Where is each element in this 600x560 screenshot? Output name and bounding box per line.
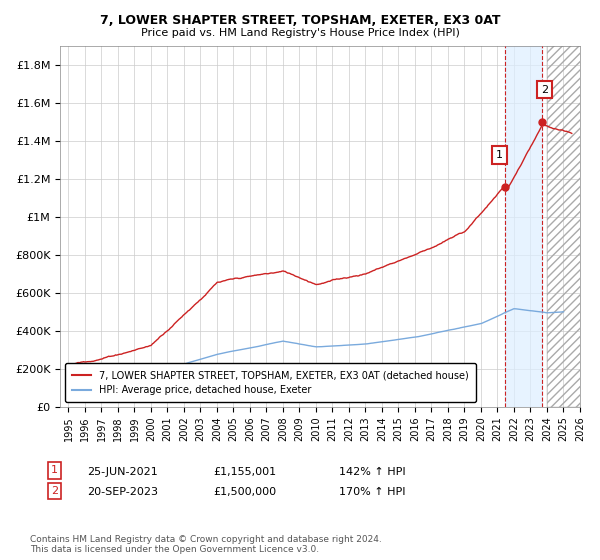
Text: 170% ↑ HPI: 170% ↑ HPI: [339, 487, 406, 497]
Text: £1,155,001: £1,155,001: [213, 466, 276, 477]
Text: 142% ↑ HPI: 142% ↑ HPI: [339, 466, 406, 477]
Text: £1,500,000: £1,500,000: [213, 487, 276, 497]
Bar: [505, 46, 542, 407]
Text: 25-JUN-2021: 25-JUN-2021: [87, 466, 158, 477]
Text: 1: 1: [496, 150, 503, 160]
Bar: [547, 46, 596, 407]
Bar: [547, 46, 596, 407]
Text: Contains HM Land Registry data © Crown copyright and database right 2024.
This d: Contains HM Land Registry data © Crown c…: [30, 535, 382, 554]
Legend: 7, LOWER SHAPTER STREET, TOPSHAM, EXETER, EX3 0AT (detached house), HPI: Average: 7, LOWER SHAPTER STREET, TOPSHAM, EXETER…: [65, 363, 476, 402]
Text: Price paid vs. HM Land Registry's House Price Index (HPI): Price paid vs. HM Land Registry's House …: [140, 28, 460, 38]
Text: 20-SEP-2023: 20-SEP-2023: [87, 487, 158, 497]
Text: 1: 1: [51, 465, 58, 475]
Text: 7, LOWER SHAPTER STREET, TOPSHAM, EXETER, EX3 0AT: 7, LOWER SHAPTER STREET, TOPSHAM, EXETER…: [100, 14, 500, 27]
Text: 2: 2: [541, 85, 548, 95]
Text: 2: 2: [51, 486, 58, 496]
